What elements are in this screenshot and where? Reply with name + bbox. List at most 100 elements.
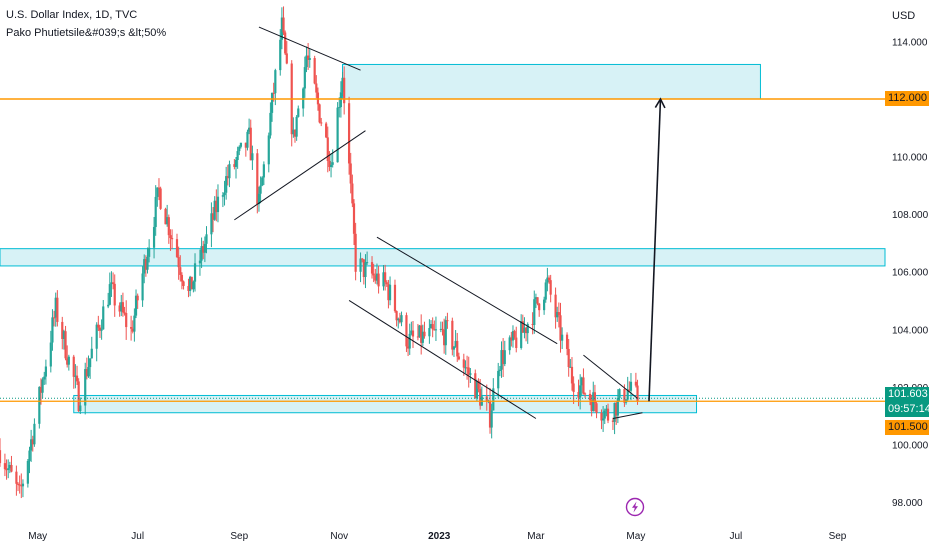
candle-74 — [169, 229, 172, 251]
x-tick-label-0: May — [28, 531, 47, 542]
candle-252 — [579, 374, 582, 410]
candle-151 — [347, 96, 351, 175]
candle-65 — [148, 239, 151, 263]
current-price-badge: 101.603 — [885, 386, 929, 402]
projection-arrow[interactable] — [648, 97, 666, 402]
candle-221 — [508, 335, 511, 355]
y-tick-label-1: 100.000 — [892, 440, 929, 451]
candle-103 — [236, 146, 239, 169]
candle-156 — [359, 252, 362, 283]
candle-108 — [248, 118, 251, 135]
candle-242 — [556, 306, 559, 322]
zone-1[interactable] — [0, 248, 886, 267]
candle-27 — [62, 329, 66, 350]
trendline-3[interactable] — [348, 300, 537, 419]
x-axis[interactable]: May Jul Sep Nov 2023 Mar May Jul Sep — [28, 531, 847, 542]
indicator-author-line[interactable]: Pako Phutietsile&#039;s &lt;50% — [6, 27, 167, 39]
candle-142 — [326, 126, 329, 173]
candle-43 — [98, 324, 102, 339]
zone-0[interactable] — [342, 63, 761, 100]
lightning-bolt-icon[interactable] — [625, 497, 645, 517]
candle-173 — [397, 317, 400, 329]
candle-37 — [85, 357, 88, 380]
zone-2[interactable] — [73, 394, 698, 414]
candle-70 — [159, 186, 162, 210]
trendline-2[interactable] — [376, 236, 558, 345]
candle-137 — [315, 75, 318, 99]
candle-13 — [30, 429, 33, 462]
y-axis[interactable]: 98.000100.000102.000104.000106.000108.00… — [892, 37, 929, 509]
candle-167 — [384, 264, 387, 291]
candle-216 — [497, 362, 500, 399]
candle-82 — [189, 275, 192, 297]
x-tick-label-6: May — [626, 531, 645, 542]
candle-129 — [295, 115, 298, 141]
candle-268 — [615, 401, 618, 425]
candle-141 — [325, 121, 328, 139]
candle-164 — [375, 263, 379, 285]
candle-264 — [605, 405, 608, 417]
candle-217 — [498, 365, 501, 377]
trendline-5[interactable] — [612, 412, 643, 419]
y-tick-label-4: 106.000 — [892, 268, 929, 279]
candle-224 — [513, 329, 516, 340]
candle-31 — [72, 354, 75, 389]
candle-118 — [270, 92, 274, 122]
candle-184 — [421, 324, 424, 346]
candle-133 — [305, 46, 308, 73]
candle-78 — [179, 255, 182, 282]
candle-153 — [351, 174, 354, 208]
candle-44 — [100, 319, 103, 340]
candle-39 — [89, 358, 92, 379]
candle-47 — [108, 272, 111, 306]
x-tick-label-1: Jul — [131, 531, 144, 542]
candle-163 — [374, 268, 377, 284]
candle-25 — [56, 290, 59, 327]
trendline-1[interactable] — [234, 130, 366, 221]
candle-22 — [51, 309, 54, 351]
candle-28 — [64, 325, 67, 361]
candle-16 — [38, 386, 41, 429]
candle-226 — [520, 314, 523, 350]
candle-123 — [282, 6, 285, 35]
symbol-title[interactable]: U.S. Dollar Index, 1D, TVC — [6, 9, 138, 21]
candle-241 — [554, 287, 557, 329]
candle-17 — [39, 378, 43, 405]
candle-101 — [233, 159, 236, 170]
trendline-0[interactable] — [258, 26, 361, 71]
candle-174 — [398, 312, 401, 324]
candle-229 — [524, 326, 528, 342]
candle-202 — [464, 360, 467, 374]
candle-223 — [511, 325, 515, 348]
trendline-4[interactable] — [583, 354, 638, 399]
candle-179 — [410, 321, 413, 336]
candle-35 — [79, 397, 82, 415]
candle-246 — [565, 332, 569, 356]
candle-139 — [318, 103, 321, 124]
candle-135 — [308, 48, 311, 68]
candle-192 — [441, 321, 444, 336]
candle-77 — [177, 246, 180, 280]
candle-154 — [352, 199, 356, 246]
y-tick-label-0: 98.000 — [892, 498, 923, 509]
candle-183 — [420, 314, 423, 355]
candle-265 — [606, 403, 610, 424]
candle-234 — [536, 297, 539, 306]
candle-260 — [595, 401, 598, 419]
candle-21 — [49, 330, 52, 373]
x-tick-label-8: Sep — [829, 531, 847, 542]
candle-93 — [213, 196, 216, 221]
candle-14 — [31, 435, 34, 452]
candle-161 — [370, 256, 374, 279]
candle-150 — [343, 66, 346, 115]
candle-172 — [395, 310, 398, 327]
candle-249 — [570, 357, 574, 391]
candle-243 — [557, 302, 560, 328]
candle-100 — [228, 160, 231, 188]
candle-155 — [354, 222, 357, 281]
candle-12 — [28, 446, 31, 474]
candle-187 — [429, 320, 433, 329]
candle-3 — [7, 459, 10, 479]
candle-185 — [423, 321, 426, 339]
